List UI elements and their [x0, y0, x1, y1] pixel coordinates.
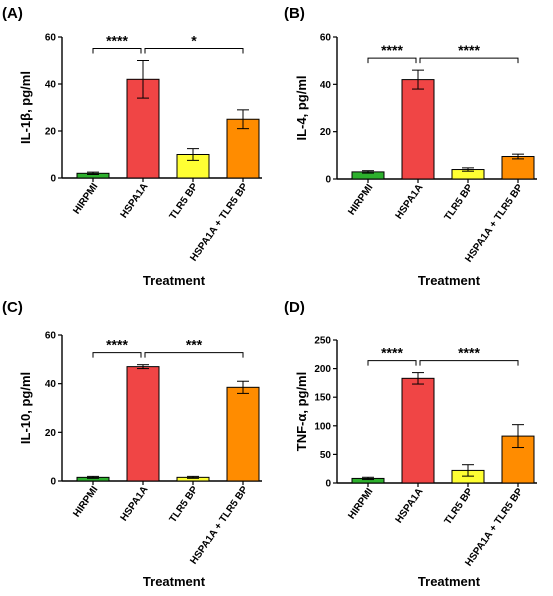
panel-a: (A) IL-1β, pg/ml 0 20 40 60 HIRPMI HSPA1A TLR5 B…: [2, 5, 262, 288]
category-label-b: HIRPMI: [346, 182, 375, 217]
y-tick-label-c: 0: [50, 477, 56, 488]
bar-b: [502, 157, 534, 179]
y-axis-label-d: TNF-α, pg/ml: [294, 372, 309, 451]
significance-bracket-a: [145, 49, 243, 54]
y-axis-label-a: IL-1β, pg/ml: [18, 71, 33, 144]
y-tick-label-c: 20: [45, 428, 57, 439]
category-label-d: HIRPMI: [346, 486, 375, 521]
y-axis-label-c: IL-10, pg/ml: [18, 372, 33, 444]
significance-label-c: ****: [106, 337, 128, 353]
y-tick-label-b: 40: [320, 80, 332, 91]
bar-d: [402, 378, 434, 483]
significance-bracket-b: [368, 58, 416, 63]
category-label-d: HSPA1A + TLR5 BP: [463, 486, 525, 568]
y-tick-label-d: 200: [314, 364, 331, 375]
category-label-b: TLR5 BP: [443, 182, 476, 223]
category-label-c: TLR5 BP: [168, 484, 201, 525]
panel-b: (B) IL-4, pg/ml 0 20 40 60 HIRPMI HSPA1A TLR5 BP…: [284, 5, 537, 288]
significance-bracket-c: [145, 353, 243, 358]
panel-c: (C) IL-10, pg/ml 0 20 40 60 HIRPMI HSPA1A TLR5 B…: [2, 299, 262, 589]
category-label-a: HSPA1A: [119, 181, 151, 220]
x-axis-label-c: Treatment: [143, 574, 206, 589]
bar-c: [127, 367, 159, 481]
x-axis-label-d: Treatment: [418, 574, 481, 589]
category-label-c: HSPA1A: [119, 484, 151, 523]
y-tick-label-b: 0: [325, 175, 331, 186]
category-label-a: TLR5 BP: [168, 181, 201, 222]
significance-bracket-d: [420, 361, 518, 366]
y-tick-label-a: 60: [45, 33, 57, 44]
significance-bracket-a: [93, 49, 141, 54]
y-tick-label-a: 40: [45, 80, 57, 91]
x-axis-label-b: Treatment: [418, 273, 481, 288]
y-tick-label-d: 50: [320, 450, 332, 461]
y-tick-label-d: 0: [325, 479, 331, 490]
y-tick-label-d: 250: [314, 336, 331, 347]
category-label-a: HSPA1A + TLR5 BP: [188, 181, 250, 263]
category-label-c: HIRPMI: [71, 484, 100, 519]
significance-label-a: *: [191, 33, 197, 49]
category-label-d: HSPA1A: [394, 486, 426, 525]
y-tick-label-c: 40: [45, 379, 57, 390]
panel-label-a: (A): [2, 5, 23, 22]
significance-label-b: ****: [458, 42, 480, 58]
y-tick-label-d: 150: [314, 393, 331, 404]
y-tick-label-b: 60: [320, 33, 332, 44]
significance-label-a: ****: [106, 33, 128, 49]
panel-d: (D) TNF-α, pg/ml 0 50 100 150 200 250 HIRPMI HSPA…: [284, 299, 537, 589]
panel-label-b: (B): [284, 5, 305, 22]
category-label-b: HSPA1A: [394, 182, 426, 221]
category-label-d: TLR5 BP: [443, 486, 476, 527]
significance-bracket-d: [368, 361, 416, 366]
category-label-b: HSPA1A + TLR5 BP: [463, 182, 525, 264]
x-axis-label-a: Treatment: [143, 273, 206, 288]
significance-label-b: ****: [381, 42, 403, 58]
y-tick-label-a: 20: [45, 127, 57, 138]
y-tick-label-c: 60: [45, 331, 57, 342]
panel-label-c: (C): [2, 299, 23, 316]
category-label-c: HSPA1A + TLR5 BP: [188, 484, 250, 566]
significance-label-d: ****: [381, 345, 403, 361]
significance-bracket-c: [93, 353, 141, 358]
bar-b: [402, 80, 434, 179]
category-label-a: HIRPMI: [71, 181, 100, 216]
panel-label-d: (D): [284, 299, 305, 316]
significance-label-d: ****: [458, 345, 480, 361]
bar-c: [227, 387, 259, 481]
y-tick-label-a: 0: [50, 174, 56, 185]
y-tick-label-b: 20: [320, 127, 332, 138]
y-axis-label-b: IL-4, pg/ml: [294, 76, 309, 141]
significance-bracket-b: [420, 58, 518, 63]
y-tick-label-d: 100: [314, 421, 331, 432]
significance-label-c: ***: [186, 337, 203, 353]
